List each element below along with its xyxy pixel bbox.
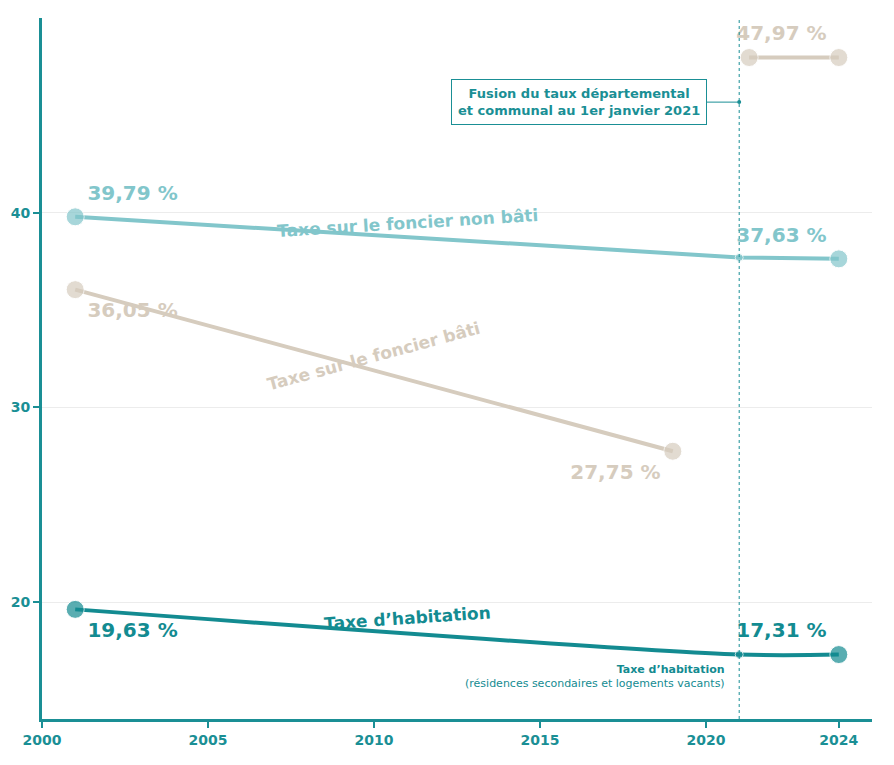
svg-text:Taxe sur le foncier non bâti: Taxe sur le foncier non bâti [277, 205, 539, 241]
svg-text:2000: 2000 [23, 732, 62, 748]
svg-text:47,97 %: 47,97 % [736, 21, 826, 45]
svg-text:37,63 %: 37,63 % [736, 223, 826, 247]
svg-text:30: 30 [11, 399, 31, 415]
svg-text:27,75 %: 27,75 % [570, 460, 660, 484]
svg-text:20: 20 [11, 594, 31, 610]
svg-text:2015: 2015 [521, 732, 560, 748]
svg-text:2005: 2005 [189, 732, 228, 748]
svg-text:39,79 %: 39,79 % [87, 181, 177, 205]
svg-text:Fusion du taux départementalet: Fusion du taux départementalet communal … [458, 86, 700, 118]
svg-text:40: 40 [11, 205, 31, 221]
svg-text:Taxe d’habitation(résidences s: Taxe d’habitation(résidences secondaires… [465, 663, 725, 690]
svg-text:17,31 %: 17,31 % [736, 618, 826, 642]
svg-text:19,63 %: 19,63 % [87, 618, 177, 642]
svg-text:2024: 2024 [819, 732, 858, 748]
svg-text:2020: 2020 [687, 732, 726, 748]
svg-text:Taxe sur le foncier bâti: Taxe sur le foncier bâti [265, 318, 482, 395]
svg-text:Taxe d’habitation: Taxe d’habitation [324, 602, 492, 633]
svg-text:2010: 2010 [355, 732, 394, 748]
svg-text:36,05 %: 36,05 % [87, 298, 177, 322]
